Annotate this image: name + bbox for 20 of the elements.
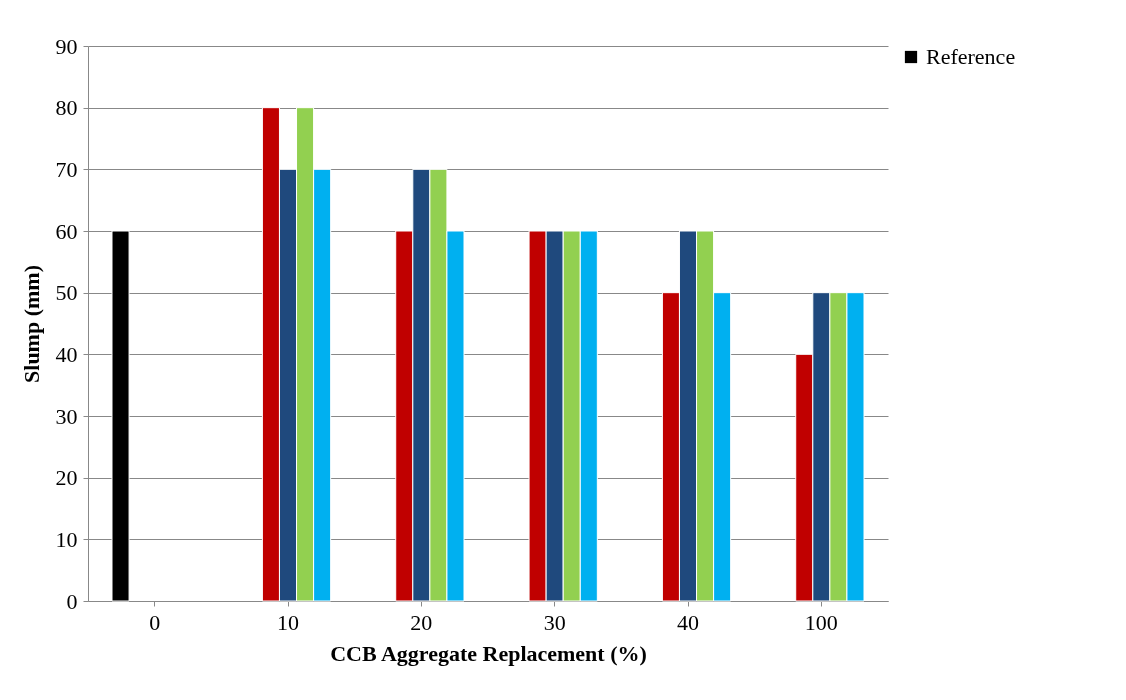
x-tick-label: 30	[543, 609, 566, 635]
x-tick-label: 20	[410, 609, 433, 635]
y-tick-label: 20	[55, 465, 78, 491]
x-tick-label: 10	[277, 609, 299, 635]
y-tick-label: 10	[55, 526, 78, 552]
y-tick-label: 80	[55, 95, 78, 121]
legend-label: Reference	[926, 44, 1016, 69]
x-tick-label: 0	[149, 609, 161, 635]
y-tick-label: 70	[55, 156, 78, 182]
y-tick-label: 30	[55, 403, 78, 429]
x-tick-label: 40	[677, 609, 699, 635]
y-axis-title: Slump (mm)	[18, 265, 44, 383]
bar	[111, 230, 130, 602]
y-tick-label: 50	[55, 280, 78, 306]
y-tick-label: 0	[66, 588, 78, 614]
y-tick-label: 40	[55, 341, 78, 367]
x-tick-label: 100	[804, 609, 838, 635]
x-axis-title: CCB Aggregate Replacement (%)	[330, 640, 647, 666]
y-tick-label: 60	[55, 218, 78, 244]
y-tick-label: 90	[55, 33, 78, 59]
